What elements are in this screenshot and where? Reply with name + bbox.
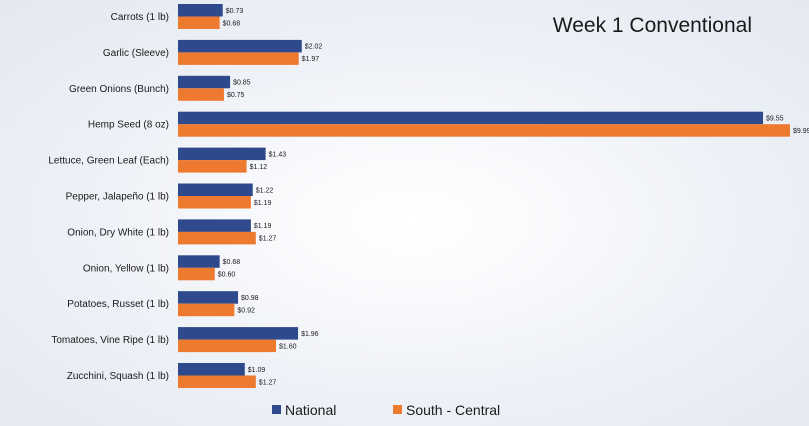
data-label-south-central-carrots-1-lb: $0.68 bbox=[223, 20, 241, 27]
data-label-south-central-potatoes-russet-1-lb: $0.92 bbox=[237, 307, 255, 314]
bar-national-tomatoes-vine-ripe-1-lb bbox=[178, 327, 299, 340]
bar-national-pepper-jalapeno-1-lb bbox=[178, 183, 253, 196]
bar-south-central-onion-dry-white-1-lb bbox=[178, 231, 256, 245]
bars-layer: Carrots (1 lb) $0.73 $0.68 Garlic (Sleeve) $… bbox=[48, 4, 809, 388]
category-label-hemp-seed-8-oz: Hemp Seed (8 oz) bbox=[88, 120, 169, 131]
bar-national-onion-dry-white-1-lb bbox=[178, 219, 251, 232]
bar-south-central-zucchini-squash-1-lb bbox=[178, 375, 256, 388]
data-label-south-central-zucchini-squash-1-lb: $1.27 bbox=[259, 379, 277, 386]
data-label-south-central-onion-yellow-1-lb: $0.60 bbox=[218, 272, 236, 279]
data-label-south-central-pepper-jalapeno-1-lb: $1.19 bbox=[254, 200, 272, 207]
data-label-national-carrots-1-lb: $0.73 bbox=[226, 8, 244, 15]
bar-south-central-pepper-jalapeno-1-lb bbox=[178, 196, 251, 209]
category-label-pepper-jalapeno-1-lb: Pepper, Jalapeño (1 lb) bbox=[66, 192, 169, 203]
category-label-garlic-sleeve: Garlic (Sleeve) bbox=[103, 48, 169, 59]
data-label-national-onion-dry-white-1-lb: $1.19 bbox=[254, 223, 272, 230]
legend-swatch-south-central bbox=[393, 405, 402, 414]
data-label-national-onion-yellow-1-lb: $0.68 bbox=[223, 259, 241, 266]
category-label-tomatoes-vine-ripe-1-lb: Tomatoes, Vine Ripe (1 lb) bbox=[51, 335, 169, 346]
legend: National South - Central bbox=[272, 402, 500, 418]
data-label-south-central-tomatoes-vine-ripe-1-lb: $1.60 bbox=[279, 343, 297, 350]
bar-national-hemp-seed-8-oz bbox=[178, 111, 764, 125]
bar-south-central-tomatoes-vine-ripe-1-lb bbox=[178, 339, 277, 353]
data-label-national-green-onions-bunch: $0.85 bbox=[233, 80, 251, 87]
data-label-national-garlic-sleeve: $2.02 bbox=[305, 44, 323, 51]
bar-national-zucchini-squash-1-lb bbox=[178, 363, 245, 376]
data-label-national-potatoes-russet-1-lb: $0.98 bbox=[241, 295, 259, 302]
data-label-south-central-hemp-seed-8-oz: $9.99 bbox=[793, 128, 809, 135]
legend-swatch-national bbox=[272, 405, 281, 414]
bar-national-garlic-sleeve bbox=[178, 39, 302, 53]
data-label-national-hemp-seed-8-oz: $9.55 bbox=[766, 115, 784, 122]
bar-south-central-carrots-1-lb bbox=[178, 16, 220, 29]
data-label-national-pepper-jalapeno-1-lb: $1.22 bbox=[256, 187, 274, 194]
category-label-carrots-1-lb: Carrots (1 lb) bbox=[111, 12, 169, 23]
data-label-south-central-onion-dry-white-1-lb: $1.27 bbox=[259, 236, 277, 243]
bar-south-central-lettuce-green-leaf-each bbox=[178, 160, 247, 173]
bar-national-onion-yellow-1-lb bbox=[178, 255, 220, 268]
category-label-onion-dry-white-1-lb: Onion, Dry White (1 lb) bbox=[67, 227, 169, 238]
bar-south-central-potatoes-russet-1-lb bbox=[178, 303, 235, 317]
bar-south-central-onion-yellow-1-lb bbox=[178, 267, 215, 281]
chart-title: Week 1 Conventional bbox=[553, 14, 752, 37]
category-label-potatoes-russet-1-lb: Potatoes, Russet (1 lb) bbox=[67, 299, 169, 310]
data-label-south-central-green-onions-bunch: $0.75 bbox=[227, 92, 245, 99]
data-label-national-zucchini-squash-1-lb: $1.09 bbox=[248, 367, 266, 374]
data-label-national-tomatoes-vine-ripe-1-lb: $1.96 bbox=[301, 331, 319, 338]
bar-national-carrots-1-lb bbox=[178, 4, 223, 17]
data-label-national-lettuce-green-leaf-each: $1.43 bbox=[269, 151, 287, 158]
bar-south-central-green-onions-bunch bbox=[178, 88, 224, 101]
bar-south-central-garlic-sleeve bbox=[178, 52, 299, 65]
data-label-south-central-garlic-sleeve: $1.97 bbox=[302, 56, 320, 63]
data-label-south-central-lettuce-green-leaf-each: $1.12 bbox=[250, 164, 268, 171]
bar-national-lettuce-green-leaf-each bbox=[178, 147, 266, 161]
legend-label-national: National bbox=[285, 402, 336, 418]
bar-national-green-onions-bunch bbox=[178, 75, 231, 89]
category-label-lettuce-green-leaf-each: Lettuce, Green Leaf (Each) bbox=[48, 156, 169, 167]
category-label-green-onions-bunch: Green Onions (Bunch) bbox=[69, 84, 169, 95]
bar-national-potatoes-russet-1-lb bbox=[178, 291, 239, 304]
legend-label-south-central: South - Central bbox=[406, 402, 500, 418]
category-label-onion-yellow-1-lb: Onion, Yellow (1 lb) bbox=[83, 263, 169, 274]
category-label-zucchini-squash-1-lb: Zucchini, Squash (1 lb) bbox=[67, 371, 169, 382]
bar-south-central-hemp-seed-8-oz bbox=[178, 124, 790, 137]
